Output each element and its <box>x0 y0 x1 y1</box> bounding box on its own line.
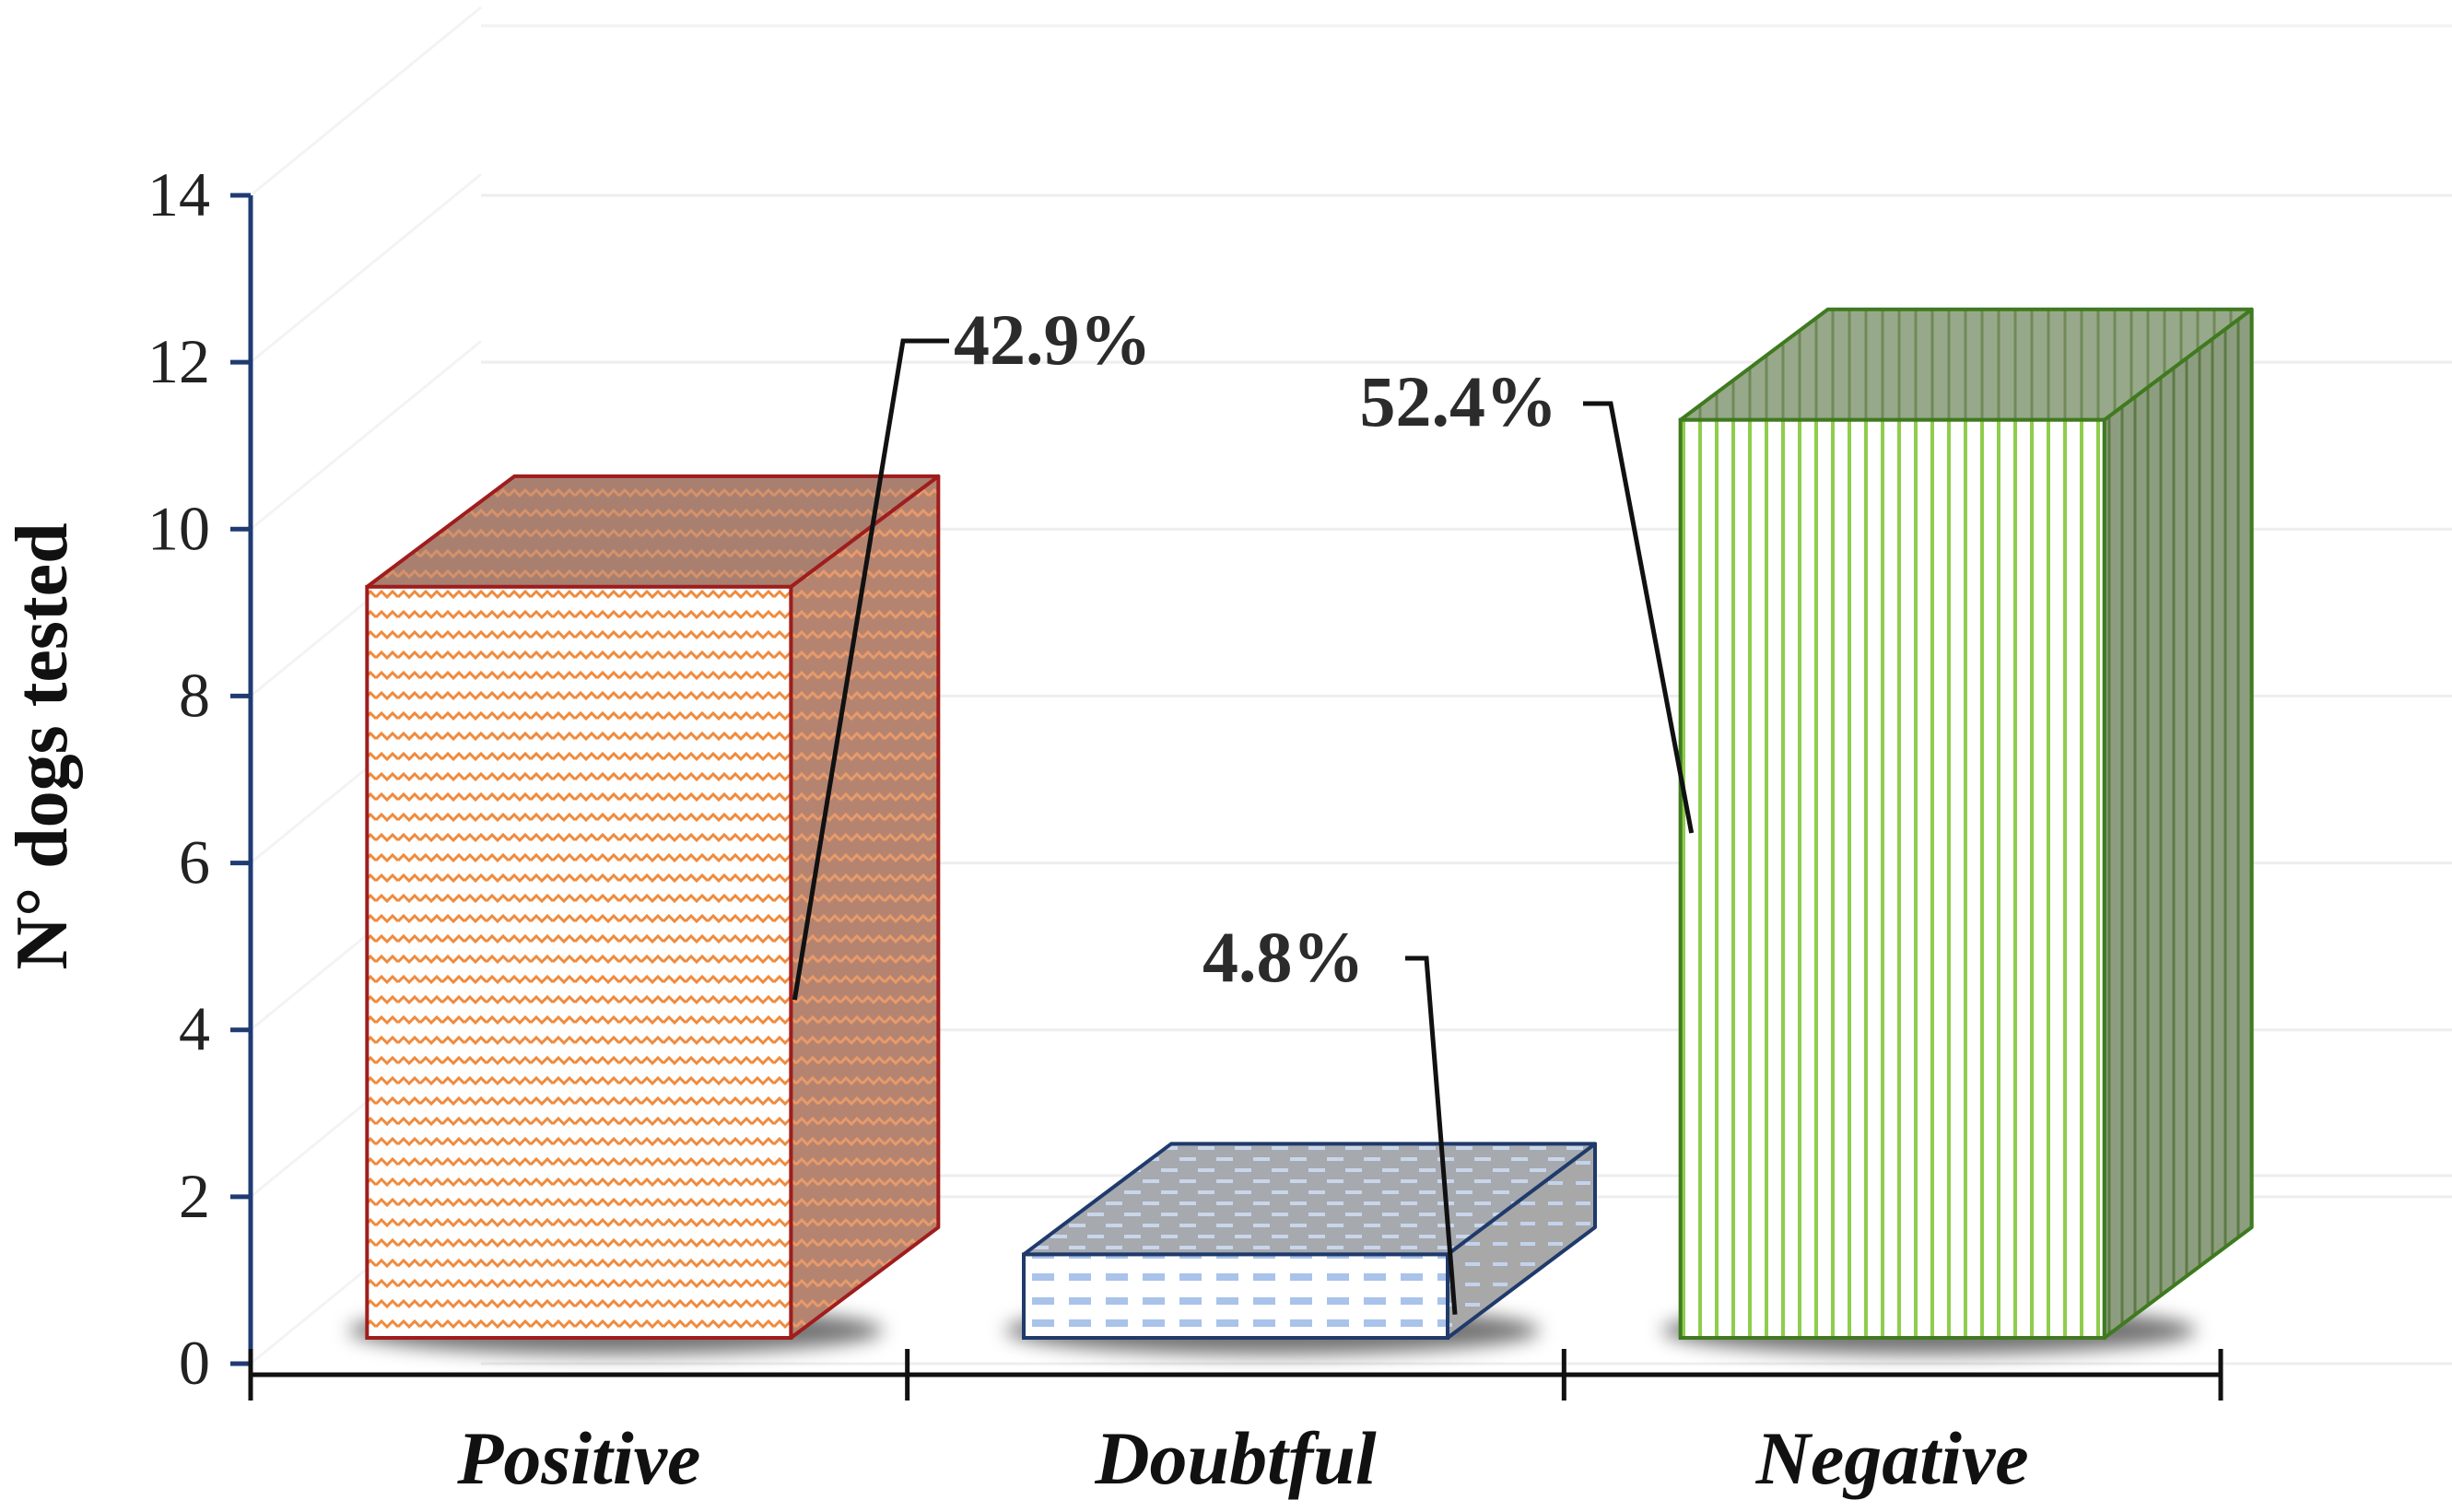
bar-doubtful <box>1005 1142 1597 1354</box>
gridline-side <box>250 340 482 531</box>
y-axis-title: N° dogs tested <box>2 522 83 969</box>
y-tick-label: 6 <box>179 827 210 897</box>
bar-side-face <box>2102 307 2254 1340</box>
labels: Positive 42.9% Doubtful 4.8% Negative 52.4% <box>456 299 2028 1500</box>
data-label: 52.4% <box>1360 361 1558 441</box>
bar-side-face <box>789 474 941 1340</box>
bar-positive <box>348 474 941 1354</box>
data-label: 42.9% <box>954 299 1152 380</box>
data-label-leader <box>1405 955 1458 1315</box>
y-tick-label: 2 <box>179 1161 210 1231</box>
data-label: 4.8% <box>1203 917 1365 997</box>
x-category-label: Negative <box>1755 1416 2029 1500</box>
y-tick-label: 4 <box>179 994 210 1064</box>
y-tick-label: 12 <box>147 326 210 396</box>
y-tick-label: 14 <box>147 159 210 229</box>
gridline-side <box>250 6 482 197</box>
y-tick-label: 0 <box>179 1328 210 1398</box>
y-tick-label: 10 <box>147 493 210 563</box>
data-label-leader <box>1583 401 1695 834</box>
axes: 0 2 4 6 8 10 12 14 <box>147 159 2223 1401</box>
gridline-side <box>250 172 482 364</box>
bar-front-face <box>1022 1252 1449 1341</box>
x-category-label: Doubtful <box>1094 1416 1377 1500</box>
bar-front-face <box>1678 417 2106 1340</box>
bars <box>348 307 2254 1354</box>
y-tick-label: 8 <box>179 660 210 730</box>
bar-front-face <box>365 584 793 1340</box>
bar-negative <box>1661 307 2254 1354</box>
data-label-leader <box>792 338 949 1001</box>
x-category-label: Positive <box>456 1416 700 1500</box>
